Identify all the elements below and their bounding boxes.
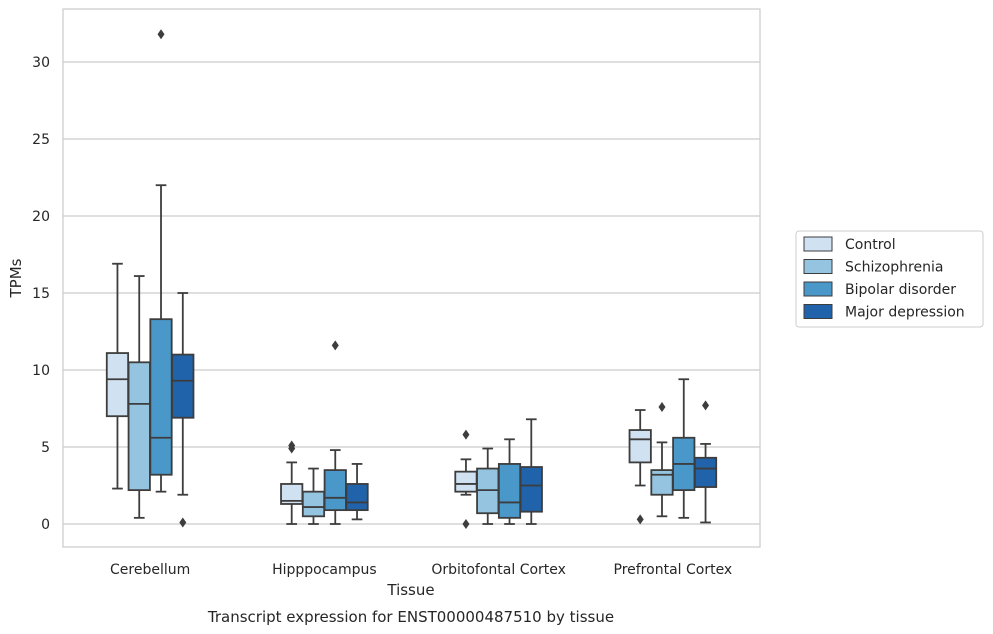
outlier-point [462, 429, 470, 440]
y-tick-label: 0 [41, 517, 50, 533]
legend-swatch [803, 259, 833, 274]
x-tick-label: Prefrontal Cortex [614, 562, 733, 578]
legend-entry: Schizophrenia [845, 260, 943, 276]
legend: Control Schizophrenia Bipolar disorder Majo… [795, 230, 984, 328]
chart-caption: Transcript expression for ENST0000048751… [207, 608, 614, 626]
box-body [454, 470, 478, 493]
outlier-point [331, 340, 339, 351]
box-body [497, 463, 522, 519]
x-axis-label: Tissue [386, 581, 434, 599]
outlier-point [636, 514, 644, 525]
outlier-point [179, 517, 187, 528]
box-bipolar-disorder [149, 29, 173, 493]
legend-swatch [803, 236, 833, 252]
box-body [628, 429, 652, 464]
plot-frame [62, 8, 761, 548]
y-tick-label: 10 [32, 363, 50, 379]
box-body [127, 361, 151, 492]
box-body [519, 466, 543, 513]
x-axis: Cerebellum Hipppocampus Orbitofontal Corte… [110, 562, 732, 578]
outlier-point [462, 519, 470, 529]
legend-entry: Major depression [845, 305, 965, 321]
y-tick-label: 20 [32, 209, 50, 225]
y-tick-label: 25 [32, 132, 50, 148]
box-body [171, 353, 195, 419]
box-schizophrenia [301, 467, 326, 525]
legend-frame [795, 230, 984, 328]
x-tick-label: Cerebellum [110, 562, 190, 578]
box-control [280, 440, 304, 525]
outlier-point [702, 400, 710, 411]
box-body [650, 469, 674, 496]
box-major-depression [519, 418, 543, 525]
outlier-point [658, 401, 666, 412]
box-major-depression [345, 463, 369, 521]
legend-entry: Control [845, 237, 896, 253]
box-major-depression [171, 292, 195, 528]
x-tick-label: Orbitofontal Cortex [431, 562, 566, 578]
boxes [105, 29, 718, 529]
legend-entry: Bipolar disorder [845, 282, 956, 298]
y-axis-label: TPMs [7, 258, 25, 298]
x-tick-label: Hipppocampus [272, 562, 377, 578]
legend-swatch [803, 281, 833, 297]
box-major-depression [693, 400, 718, 524]
box-body [149, 318, 173, 476]
legend-swatch [803, 304, 833, 319]
box-body [345, 483, 369, 512]
box-body [693, 456, 718, 488]
box-body [105, 352, 130, 418]
box-control [454, 429, 478, 529]
box-body [301, 490, 326, 518]
box-control [628, 409, 652, 525]
box-bipolar-disorder [672, 378, 696, 519]
y-tick-label: 5 [41, 440, 50, 456]
outlier-point [288, 440, 296, 451]
box-bipolar-disorder [323, 340, 347, 525]
y-tick-label: 30 [32, 55, 50, 71]
box-schizophrenia [127, 275, 151, 519]
outlier-point [157, 29, 165, 40]
y-axis: 0 5 10 15 20 25 30 [32, 55, 50, 533]
y-tick-label: 15 [32, 286, 50, 302]
box-body [323, 469, 347, 512]
